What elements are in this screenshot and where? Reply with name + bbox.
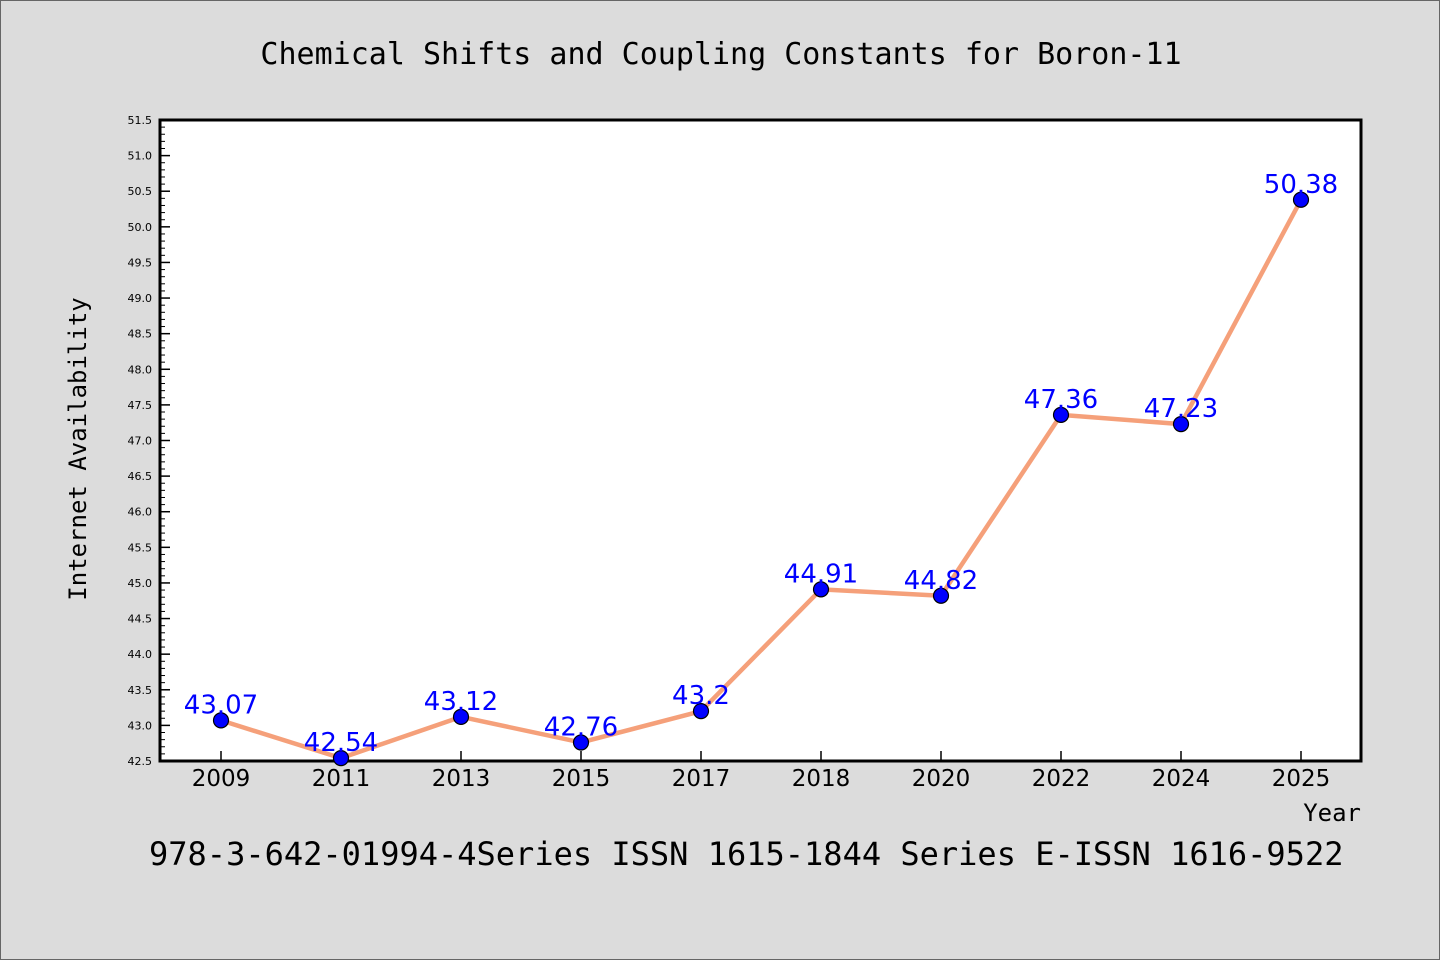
x-tick-label: 2025: [1272, 766, 1331, 792]
data-point: [812, 581, 830, 598]
y-tick-label: 51.5: [128, 114, 153, 127]
x-axis-label: Year: [1303, 799, 1361, 827]
data-label: 47.36: [1024, 385, 1098, 415]
data-label: 42.54: [304, 728, 378, 758]
data-label: 42.76: [544, 712, 618, 742]
data-label: 50.38: [1264, 170, 1338, 200]
y-tick-label: 48.0: [128, 363, 153, 376]
series-layer: 43.07 42.54 43.12 42.76 43.2 44.91 44.82 47.36 4…: [184, 170, 1338, 767]
y-tick-label: 47.0: [128, 435, 153, 448]
chart-title: Chemical Shifts and Coupling Constants f…: [260, 37, 1181, 72]
y-tick-label: 45.5: [128, 541, 153, 554]
y-tick-label: 43.5: [128, 684, 153, 697]
data-label: 43.12: [424, 687, 498, 717]
y-tick-label: 49.5: [128, 256, 153, 269]
y-axis: 42.5 43.0 43.5 44.0 44.5 45.0 45.5 46.0 46.5 47.0…: [128, 114, 170, 768]
y-tick-label: 48.5: [128, 328, 153, 341]
x-tick-label: 2013: [432, 766, 491, 792]
y-tick-label: 46.5: [128, 470, 153, 483]
y-tick-label: 42.5: [128, 755, 153, 768]
x-tick-label: 2020: [912, 766, 971, 792]
data-label: 43.2: [672, 681, 730, 711]
x-tick-label: 2017: [672, 766, 731, 792]
x-tick-label: 2018: [792, 766, 851, 792]
y-tick-label: 49.0: [128, 292, 153, 305]
y-tick-label: 44.0: [128, 648, 153, 661]
data-label: 44.91: [784, 559, 858, 589]
y-tick-label: 44.5: [128, 613, 153, 626]
x-tick-label: 2022: [1032, 766, 1091, 792]
y-tick-label: 51.0: [128, 150, 153, 163]
data-label: 47.23: [1144, 394, 1218, 424]
x-tick-label: 2011: [312, 766, 371, 792]
data-point: [452, 708, 470, 725]
data-point: [932, 587, 950, 604]
data-point: [1052, 406, 1070, 423]
data-point: [692, 703, 710, 720]
data-point: [1172, 416, 1190, 433]
x-axis: 2009 2011 2013 2015 2017 2018 2020 2022 2024 2025: [192, 751, 1331, 792]
y-tick-label: 50.0: [128, 221, 153, 234]
data-point: [332, 750, 350, 767]
plot-area: [158, 118, 1363, 763]
y-tick-label: 46.0: [128, 506, 153, 519]
data-label: 44.82: [904, 566, 978, 596]
x-tick-label: 2015: [552, 766, 611, 792]
y-tick-label: 45.0: [128, 577, 153, 590]
data-label: 43.07: [184, 690, 258, 720]
y-axis-label: Internet Availability: [64, 297, 92, 600]
x-tick-label: 2009: [192, 766, 251, 792]
y-tick-label: 43.0: [128, 719, 153, 732]
series-line: [218, 197, 1304, 761]
data-point: [212, 712, 230, 729]
data-point: [572, 734, 590, 751]
data-point: [1292, 191, 1310, 208]
footer-text: 978-3-642-01994-4Series ISSN 1615-1844 S…: [149, 835, 1343, 873]
x-tick-label: 2024: [1152, 766, 1211, 792]
y-tick-label: 47.5: [128, 399, 153, 412]
y-tick-label: 50.5: [128, 185, 153, 198]
